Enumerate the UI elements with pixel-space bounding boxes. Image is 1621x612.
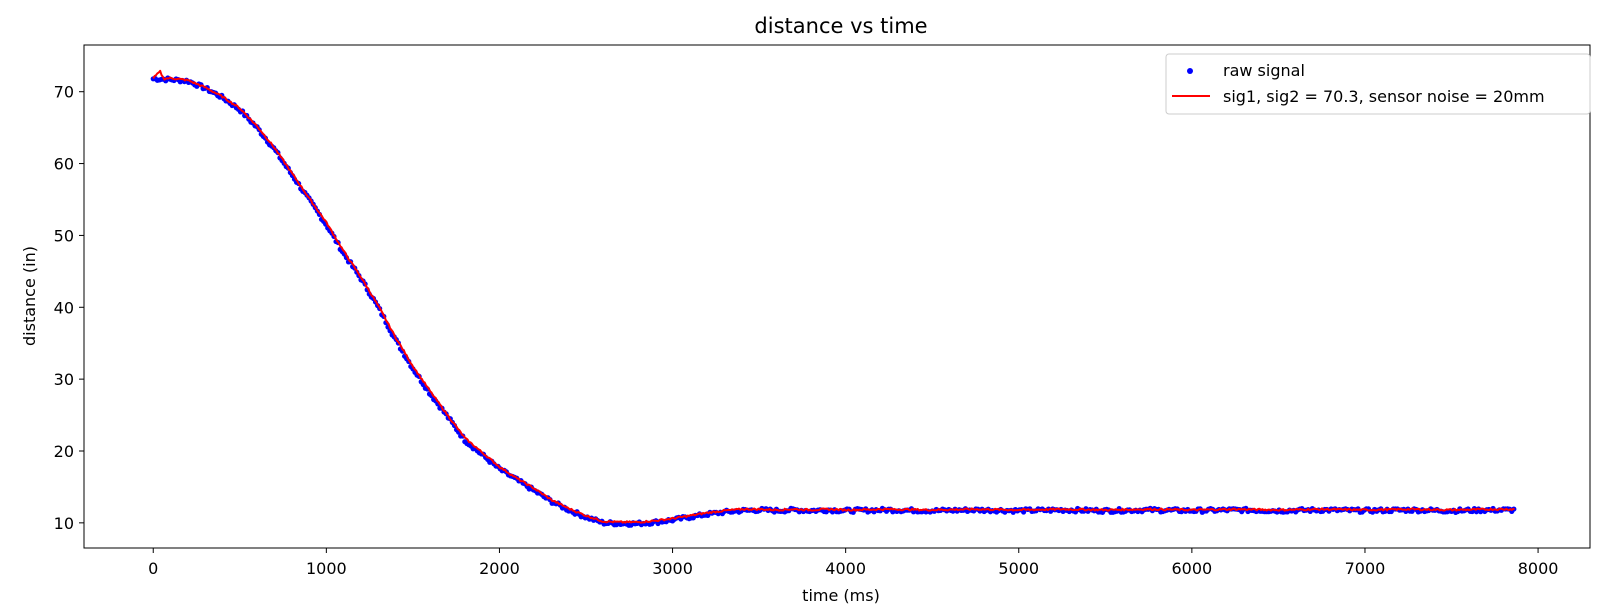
x-tick-label: 2000 [479,559,520,578]
x-tick-label: 6000 [1172,559,1213,578]
y-tick-label: 10 [54,514,74,533]
x-axis-label: time (ms) [802,586,880,605]
x-tick-label: 1000 [306,559,347,578]
legend-marker-raw-signal [1187,68,1193,74]
legend-label-raw-signal: raw signal [1223,61,1305,80]
y-tick-label: 50 [54,226,74,245]
legend-label-fit-line: sig1, sig2 = 70.3, sensor noise = 20mm [1223,87,1545,106]
plot-area [150,69,1517,528]
y-tick-label: 40 [54,298,74,317]
x-tick-label: 8000 [1518,559,1559,578]
y-tick-label: 70 [54,83,74,102]
x-tick-label: 7000 [1345,559,1386,578]
x-tick-label: 4000 [825,559,866,578]
plot-frame [83,44,1591,549]
x-tick-label: 0 [148,559,158,578]
x-axis: 0 1000 2000 3000 4000 5000 6000 7000 8000 [148,548,1558,578]
legend-box [1165,53,1591,115]
x-tick-label: 5000 [998,559,1039,578]
filtered-signal-line [152,69,1515,524]
y-tick-label: 20 [54,442,74,461]
y-axis-label: distance (in) [20,246,39,346]
y-tick-label: 30 [54,370,74,389]
x-tick-label: 3000 [652,559,693,578]
y-tick-label: 60 [54,155,74,174]
chart-title: distance vs time [754,14,927,38]
legend: raw signal sig1, sig2 = 70.3, sensor noi… [1165,53,1591,115]
y-axis: 10 20 30 40 50 60 70 [54,83,84,533]
